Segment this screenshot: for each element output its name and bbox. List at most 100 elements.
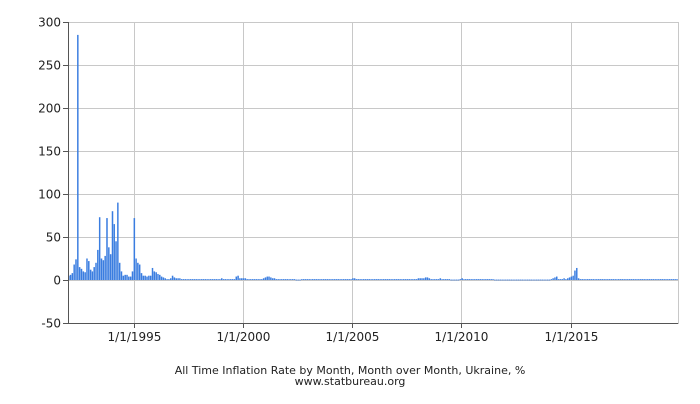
bar	[636, 279, 638, 280]
bar	[73, 264, 75, 280]
bar	[337, 279, 340, 280]
bar	[222, 279, 225, 280]
bar	[209, 279, 212, 280]
x-tick-label: 1/1/2015	[545, 330, 599, 344]
bar	[271, 278, 274, 280]
bar	[220, 278, 223, 280]
chart-source: www.statbureau.org	[294, 375, 406, 388]
bar	[393, 279, 396, 280]
y-tick-label: 0	[53, 274, 61, 288]
bar	[151, 267, 154, 280]
bar	[290, 279, 292, 280]
bar	[137, 262, 139, 280]
bar	[658, 279, 660, 280]
bar	[224, 279, 227, 280]
bar	[239, 278, 241, 280]
bar	[235, 276, 237, 280]
bar	[645, 279, 647, 280]
bar	[311, 279, 314, 280]
bar	[361, 279, 363, 280]
bar	[477, 279, 480, 280]
bar	[273, 278, 276, 280]
bar	[568, 277, 571, 280]
bar	[404, 279, 407, 280]
bar	[190, 279, 192, 280]
bar	[517, 279, 520, 281]
bar	[364, 279, 367, 280]
bar	[468, 279, 471, 280]
chart-title: All Time Inflation Rate by Month, Month …	[174, 364, 526, 377]
bar	[350, 279, 352, 280]
bar	[179, 278, 181, 280]
bar	[324, 279, 327, 280]
bar	[561, 279, 564, 280]
bar	[88, 261, 90, 280]
bar	[354, 278, 356, 280]
bar	[237, 275, 239, 280]
y-tick-label: 100	[38, 188, 61, 202]
bar	[503, 279, 505, 281]
bar	[82, 271, 85, 280]
bar	[641, 279, 644, 280]
bar	[596, 279, 598, 280]
y-tick-label: 50	[46, 231, 61, 245]
bar	[403, 279, 405, 280]
bar	[410, 279, 412, 280]
bar	[195, 279, 197, 280]
bar	[572, 275, 574, 280]
bar	[299, 279, 301, 281]
bar	[128, 276, 130, 280]
bar	[621, 279, 624, 280]
bar	[126, 274, 128, 280]
bar	[448, 279, 451, 280]
bar	[201, 279, 203, 280]
bar	[339, 279, 341, 280]
bar	[530, 279, 533, 281]
x-tick-label: 1/1/1995	[108, 330, 162, 344]
y-tick-label: 300	[38, 16, 61, 30]
bar	[581, 279, 584, 280]
bar	[384, 279, 387, 280]
bar	[495, 279, 498, 281]
bar	[91, 271, 94, 280]
bar	[319, 279, 321, 280]
axes	[63, 22, 678, 328]
bar	[301, 279, 303, 280]
bar	[250, 279, 252, 280]
bar	[302, 279, 305, 280]
bar	[262, 278, 265, 280]
bar	[211, 279, 214, 280]
bar	[315, 279, 318, 280]
bar	[505, 279, 507, 281]
bar	[93, 267, 95, 280]
bar	[230, 279, 232, 280]
bar	[454, 279, 456, 281]
bar	[490, 279, 492, 280]
bar	[388, 279, 390, 280]
bar	[497, 279, 500, 281]
bar	[672, 279, 675, 280]
bar	[401, 279, 403, 280]
bar	[341, 279, 343, 280]
bar	[537, 279, 540, 281]
bar	[665, 279, 667, 280]
y-tick-label: 250	[38, 59, 61, 73]
bar	[515, 279, 518, 281]
bar	[184, 279, 187, 280]
bar	[601, 279, 604, 280]
y-tick-label: -50	[41, 317, 61, 331]
bar	[546, 279, 549, 281]
bar	[541, 279, 543, 281]
bar	[231, 279, 234, 280]
bar	[470, 279, 472, 280]
bar	[204, 279, 207, 280]
bar	[419, 278, 421, 280]
bar	[417, 278, 420, 280]
bar	[255, 279, 258, 280]
bar	[330, 279, 332, 280]
bar	[526, 279, 529, 281]
bar	[525, 279, 527, 281]
bar	[423, 278, 425, 280]
bar	[122, 275, 125, 280]
bar	[275, 279, 278, 280]
